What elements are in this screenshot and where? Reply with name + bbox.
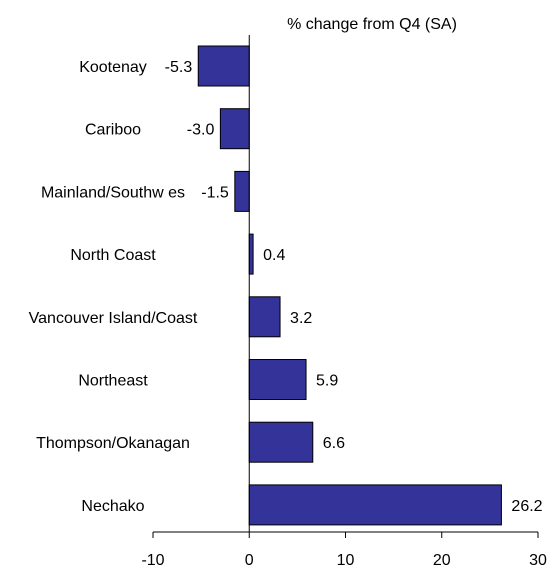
category-label-1: Cariboo [85,122,141,139]
value-label-4: 3.2 [290,310,312,327]
bars-group [198,46,501,525]
bar-3 [249,234,253,274]
bar-2 [235,171,249,211]
x-tick-label-2: 10 [337,552,355,569]
bar-6 [249,422,313,462]
bar-5 [249,360,306,400]
category-label-4: Vancouver Island/Coast [29,310,198,327]
bar-7 [249,485,501,525]
value-label-3: 0.4 [263,247,285,264]
value-label-5: 5.9 [316,373,338,390]
value-label-2: -1.5 [201,184,229,201]
bar-0 [198,46,249,86]
category-label-6: Thompson/Okanagan [36,435,190,452]
category-label-0: Kootenay [79,59,147,76]
value-label-6: 6.6 [323,435,345,452]
chart-title: % change from Q4 (SA) [287,16,457,33]
category-label-5: Northeast [78,373,148,390]
category-labels: Kootenay Cariboo Mainland/Southw es North C… [29,59,198,515]
x-tick-label-4: 30 [529,552,547,569]
category-label-7: Nechako [81,498,144,515]
category-label-2: Mainland/Southw es [41,184,185,201]
x-tick-label-1: 0 [245,552,254,569]
value-label-7: 26.2 [511,498,542,515]
category-label-3: North Coast [70,247,156,264]
bar-4 [249,297,280,337]
x-axis-ticks: -10 0 10 20 30 [141,532,547,569]
x-tick-label-3: 20 [433,552,451,569]
bar-1 [220,109,249,149]
value-label-0: -5.3 [165,59,193,76]
x-tick-label-0: -10 [141,552,164,569]
value-label-1: -3.0 [187,122,215,139]
